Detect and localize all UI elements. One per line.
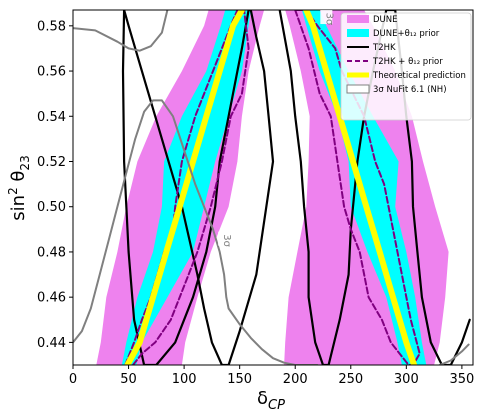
x-axis-label: δCP: [257, 388, 285, 413]
theoretical-prediction-curve-2: [303, 10, 418, 365]
ticks-layer: 0 50 100 150 200 250 300 350 0.44 0.46 0.48 0.50 0.5…: [37, 19, 474, 387]
legend-label-t2hk: T2HK: [372, 43, 396, 53]
x-tick-label: 350: [449, 372, 474, 387]
x-tick-label: 150: [227, 372, 252, 387]
annotations-layer: 3σ 3σ: [218, 10, 334, 248]
legend-label-t2hk-prior: T2HK + θ₁₂ prior: [372, 57, 443, 67]
annotation-3sigma: 3σ: [221, 234, 232, 247]
t2hk-prior-curve-2: [294, 10, 421, 365]
plot-frame: [72, 9, 474, 366]
y-axis-label: sin2 θ23: [6, 155, 32, 220]
x-tick-label: 0: [69, 372, 77, 387]
legend-label-theory: Theoretical prediction: [372, 71, 466, 81]
legend-swatch-dune-prior: [347, 29, 369, 37]
x-tick-label: 50: [120, 372, 137, 387]
legend: DUNE DUNE+θ₁₂ prior T2HK T2HK + θ₁₂ prio…: [340, 12, 472, 121]
legend-entry-dune: DUNE: [347, 15, 398, 25]
t2hk-curve-1: [121, 10, 275, 365]
x-tick-label: 200: [283, 372, 308, 387]
legend-box: [340, 12, 472, 121]
3-nufit-6-1-nh-curve-3: [438, 343, 470, 365]
y-tick-label: 0.54: [37, 110, 66, 125]
annotation-bg: [218, 231, 231, 246]
annotation-bg: [320, 10, 333, 25]
y-tick-label: 0.56: [37, 65, 66, 80]
legend-swatch-dune: [347, 15, 369, 23]
data-layer: [73, 10, 471, 365]
3-nufit-6-1-nh-curve-2: [73, 99, 319, 365]
legend-entry-theory: Theoretical prediction: [347, 71, 466, 81]
legend-entry-dune-prior: DUNE+θ₁₂ prior: [347, 29, 440, 39]
theoretical-prediction-curve-1: [124, 10, 245, 365]
annotation-3sigma: 3σ: [323, 13, 334, 26]
y-tick-label: 0.58: [37, 19, 66, 34]
x-tick-label: 100: [172, 372, 197, 387]
legend-entry-t2hk-prior: T2HK + θ₁₂ prior: [347, 57, 443, 67]
y-tick-label: 0.50: [37, 200, 66, 215]
y-tick-label: 0.44: [37, 336, 66, 351]
legend-label-dune: DUNE: [373, 15, 398, 25]
y-tick-label: 0.48: [37, 245, 66, 260]
x-tick-label: 250: [338, 372, 363, 387]
legend-swatch-nufit: [346, 84, 370, 94]
legend-entry-nufit: 3σ NuFit 6.1 (NH): [346, 84, 447, 95]
legend-label-nufit: 3σ NuFit 6.1 (NH): [373, 85, 447, 95]
x-tick-label: 300: [394, 372, 419, 387]
y-tick-label: 0.52: [37, 155, 66, 170]
legend-entry-t2hk: T2HK: [347, 43, 396, 53]
y-tick-label: 0.46: [37, 291, 66, 306]
legend-label-dune-prior: DUNE+θ₁₂ prior: [373, 29, 440, 39]
3-nufit-6-1-nh-curve-1: [73, 10, 169, 52]
